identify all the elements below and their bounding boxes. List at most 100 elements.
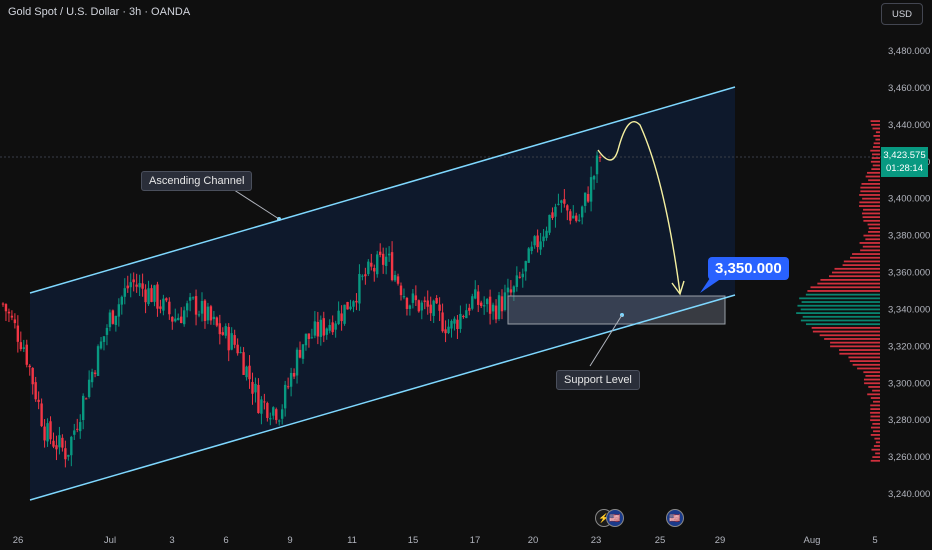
date-tick-label: Aug <box>804 535 821 546</box>
volume-profile-bar <box>811 326 880 329</box>
candle-body <box>509 289 513 293</box>
support-zone <box>507 295 726 325</box>
volume-profile-bar <box>860 249 880 252</box>
candle-body <box>349 306 352 310</box>
candle-body <box>221 332 224 335</box>
candle-body <box>87 379 91 397</box>
candle-body <box>70 436 73 456</box>
candle-body <box>589 177 593 202</box>
date-tick-label: 6 <box>223 535 228 546</box>
candle-body <box>260 399 263 414</box>
candle-body <box>275 409 278 421</box>
volume-profile-bar <box>800 319 880 322</box>
candle-body <box>379 251 382 255</box>
currency-button[interactable]: USD <box>881 3 923 25</box>
price-tick-label: 3,240.000 <box>888 489 930 500</box>
candle-body <box>471 296 474 309</box>
candle-body <box>367 261 370 275</box>
candle-body <box>506 287 510 293</box>
candle-body <box>55 445 58 450</box>
date-tick-label: 25 <box>655 535 666 546</box>
volume-profile-bar <box>859 205 880 207</box>
price-tick-label: 3,320.000 <box>888 341 930 352</box>
date-tick-label: 5 <box>872 535 877 546</box>
volume-profile-bar <box>839 349 880 351</box>
candle-body <box>144 289 147 303</box>
us-flag-icon[interactable]: 🇺🇸 <box>606 509 624 527</box>
candle-body <box>462 316 465 318</box>
candle-body <box>295 349 299 376</box>
candle-body <box>411 293 415 303</box>
volume-profile-bar <box>797 304 880 307</box>
candle-body <box>331 322 334 333</box>
volume-profile-bar <box>864 382 880 385</box>
target-price-label[interactable]: 3,350.000 <box>708 257 789 280</box>
candle-body <box>96 346 100 376</box>
candle-body <box>512 286 516 293</box>
candle-body <box>93 372 97 374</box>
candle-body <box>536 235 539 248</box>
volume-profile-bar <box>870 397 880 399</box>
candle-body <box>135 284 138 287</box>
ascending-channel-label[interactable]: Ascending Channel <box>141 171 253 191</box>
candle-body <box>289 372 293 387</box>
date-tick-label: Jul <box>104 535 116 546</box>
candle-body <box>197 314 201 316</box>
volume-profile-bar <box>870 160 880 163</box>
candle-body <box>22 347 25 349</box>
candle-body <box>364 274 367 277</box>
volume-profile-bar <box>870 434 880 436</box>
volume-profile-bar <box>872 146 880 148</box>
candle-body <box>236 344 239 354</box>
candle-body <box>402 296 406 298</box>
candle-body <box>334 323 337 330</box>
volume-profile-bar <box>850 256 880 259</box>
volume-profile-bar <box>868 230 880 233</box>
candle-body <box>479 302 483 306</box>
us-flag-icon[interactable]: 🇺🇸 <box>666 509 684 527</box>
candle-body <box>459 313 462 329</box>
candle-body <box>578 219 581 221</box>
candle-body <box>355 300 358 303</box>
support-level-label[interactable]: Support Level <box>556 370 640 390</box>
candle-body <box>393 275 397 281</box>
candle-body <box>159 306 162 309</box>
candle-body <box>485 299 489 305</box>
volume-profile-bar <box>867 171 880 174</box>
volume-profile-bar <box>863 219 880 222</box>
candle-body <box>52 440 55 447</box>
candle-body <box>123 288 126 297</box>
volume-profile-bar <box>862 245 880 248</box>
candle-body <box>188 297 192 301</box>
volume-profile-bar <box>875 441 880 444</box>
volume-profile-bar <box>834 267 880 270</box>
candle-body <box>575 215 578 221</box>
candle-body <box>73 430 76 435</box>
candle-body <box>153 285 156 302</box>
candle-body <box>583 192 587 206</box>
volume-profile-bar <box>862 216 880 219</box>
candle-body <box>545 230 548 238</box>
candle-body <box>1 303 5 305</box>
date-tick-label: 11 <box>347 535 357 546</box>
candle-body <box>298 349 302 358</box>
candle-body <box>432 300 435 316</box>
candle-body <box>426 300 429 307</box>
volume-profile-bar <box>828 275 880 278</box>
candle-body <box>206 306 210 321</box>
candle-body <box>384 256 388 266</box>
candle-body <box>46 423 49 442</box>
candle-body <box>396 276 400 284</box>
candle-body <box>497 295 501 320</box>
candle-body <box>453 318 456 324</box>
volume-profile-bar <box>848 356 880 359</box>
candle-body <box>518 276 522 278</box>
candle-body <box>447 326 450 334</box>
candle-body <box>370 262 373 267</box>
candle-body <box>322 318 325 336</box>
candle-body <box>566 205 569 211</box>
volume-profile-bar <box>868 227 880 230</box>
date-axis: 26 Jul 3 6 9 11 15 17 20 23 25 29 Aug 5 <box>13 535 878 546</box>
candle-body <box>450 320 453 329</box>
